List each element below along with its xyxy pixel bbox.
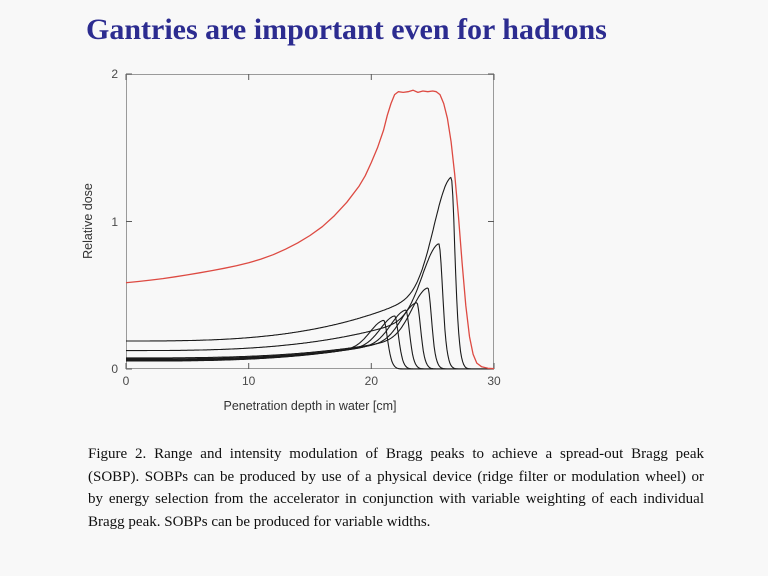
caption-line: by energy selection from the accelerator… [88,491,704,507]
bragg-peak-curve [126,243,494,370]
bragg-peak-chart [125,73,495,370]
bragg-peak-curve [126,287,494,370]
bragg-peak-figure: Penetration depth in water [cm] Relative… [81,68,501,413]
caption-line: Bragg peak. SOBPs can be produced for va… [88,513,431,530]
figure-caption: Figure 2. Range and intensity modulation… [88,443,704,533]
bragg-peak-curve [126,176,494,370]
x-tick-label: 10 [241,374,256,388]
bragg-peak-curve [126,319,494,370]
sobp-curve [125,89,495,370]
y-tick-label: 0 [111,362,118,376]
plot-frame [126,74,494,369]
x-axis-label: Penetration depth in water [cm] [223,399,397,413]
x-tick-label: 30 [487,374,501,388]
caption-line: (SOBP). SOBPs can be produced by use of … [88,468,704,485]
x-tick-label: 0 [122,374,130,388]
caption-line: Figure 2. Range and intensity modulation… [88,446,704,462]
slide-title: Gantries are important even for hadrons [86,13,607,46]
bragg-peak-curve [126,309,494,370]
y-tick-label: 2 [111,67,118,81]
bragg-peak-curve [126,302,494,370]
y-tick-label: 1 [111,214,118,229]
x-tick-label: 20 [364,374,378,388]
